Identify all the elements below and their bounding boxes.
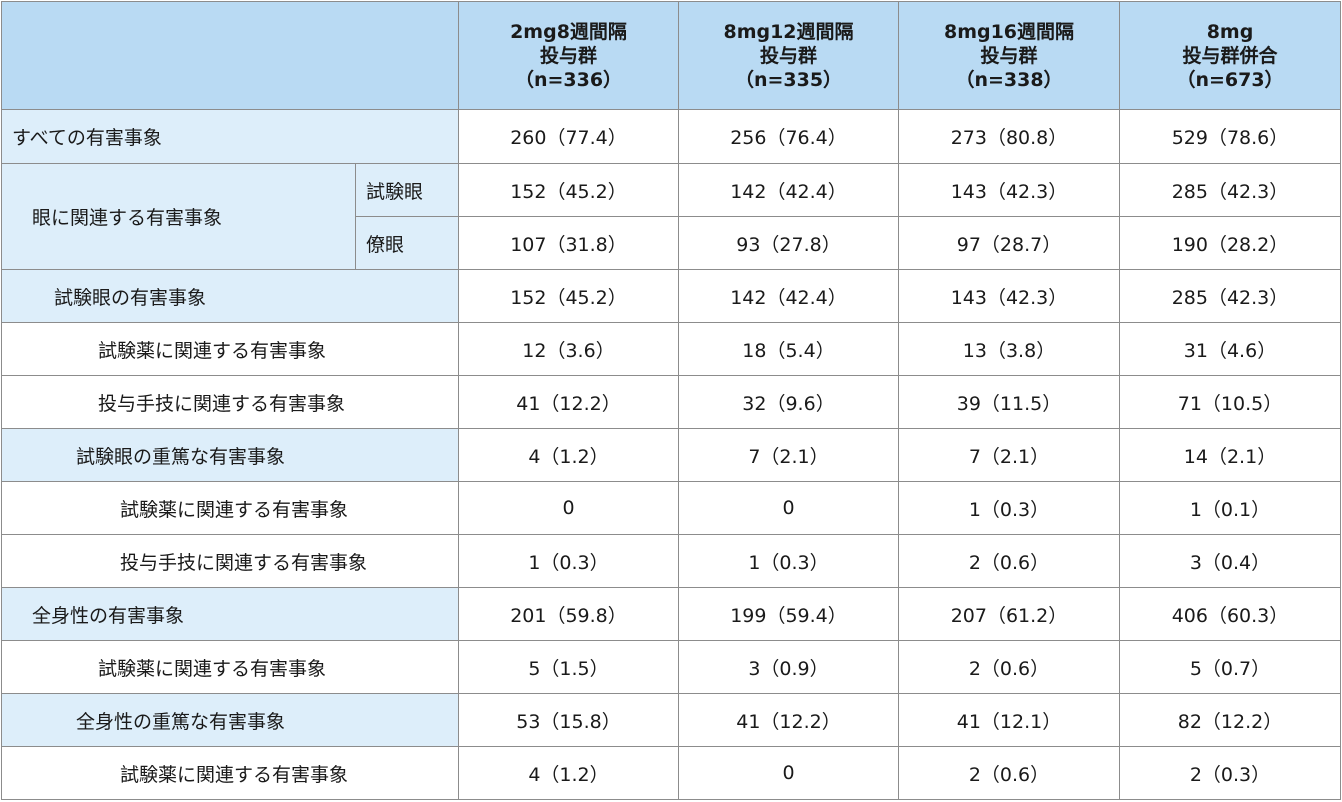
value-cell: 406（60.3） <box>1119 587 1341 641</box>
value-cell: 13（3.8） <box>898 322 1120 376</box>
value-cell: 82（12.2） <box>1119 693 1341 747</box>
header-line: （n=338） <box>955 68 1063 91</box>
value-cell: 41（12.2） <box>458 375 679 429</box>
table-row: 僚眼 107（31.8） 93（27.8） 97（28.7） 190（28.2） <box>2 216 1341 270</box>
row-sublabel: 僚眼 <box>355 216 459 270</box>
table-row: 試験薬に関連する有害事象 0 0 1（0.3） 1（0.1） <box>1 481 1341 535</box>
row-label: 試験薬に関連する有害事象 <box>1 322 459 376</box>
table-row: すべての有害事象 260（77.4） 256（76.4） 273（80.8） 5… <box>1 109 1341 164</box>
value-cell: 3（0.9） <box>678 640 899 694</box>
value-cell: 2（0.6） <box>898 534 1120 588</box>
header-row: 2mg8週間隔 投与群 （n=336） 8mg12週間隔 投与群 （n=335）… <box>1 1 1341 110</box>
table-row: 試験眼の重篤な有害事象 4（1.2） 7（2.1） 7（2.1） 14（2.1） <box>1 428 1341 482</box>
table-row: 試験薬に関連する有害事象 5（1.5） 3（0.9） 2（0.6） 5（0.7） <box>1 640 1341 694</box>
row-label: すべての有害事象 <box>1 109 459 164</box>
value-cell: 39（11.5） <box>898 375 1120 429</box>
row-label: 試験薬に関連する有害事象 <box>1 481 459 535</box>
header-line: 8mg16週間隔 <box>943 20 1075 43</box>
value-cell: 97（28.7） <box>898 216 1120 270</box>
value-cell: 273（80.8） <box>898 109 1120 164</box>
header-line: （n=336） <box>514 68 623 91</box>
value-cell: 142（42.4） <box>678 163 899 217</box>
value-cell: 190（28.2） <box>1119 216 1341 270</box>
header-blank-cell <box>1 1 459 110</box>
value-cell: 53（15.8） <box>458 693 679 747</box>
header-line: 8mg12週間隔 <box>723 20 854 43</box>
row-label: 試験眼の重篤な有害事象 <box>1 428 459 482</box>
value-cell: 201（59.8） <box>458 587 679 641</box>
value-cell: 12（3.6） <box>458 322 679 376</box>
value-cell: 1（0.3） <box>678 534 899 588</box>
value-cell: 31（4.6） <box>1119 322 1341 376</box>
header-8mg-12week: 8mg12週間隔 投与群 （n=335） <box>678 1 899 110</box>
value-cell: 7（2.1） <box>898 428 1120 482</box>
header-8mg-pooled: 8mg 投与群併合 （n=673） <box>1119 1 1341 110</box>
value-cell: 285（42.3） <box>1119 269 1341 323</box>
header-line: 2mg8週間隔 <box>510 20 627 43</box>
header-line: 投与群 <box>759 44 817 67</box>
table-row: 試験眼の有害事象 152（45.2） 142（42.4） 143（42.3） 2… <box>1 269 1341 323</box>
value-cell: 5（1.5） <box>458 640 679 694</box>
value-cell: 107（31.8） <box>458 216 679 270</box>
value-cell: 0 <box>458 481 679 535</box>
value-cell: 18（5.4） <box>678 322 899 376</box>
row-label: 試験薬に関連する有害事象 <box>1 746 459 800</box>
value-cell: 143（42.3） <box>898 269 1120 323</box>
value-cell: 285（42.3） <box>1119 163 1341 217</box>
value-cell: 2（0.6） <box>898 746 1120 800</box>
row-label: 全身性の重篤な有害事象 <box>1 693 459 747</box>
header-line: 投与群併合 <box>1182 44 1278 67</box>
row-sublabel: 試験眼 <box>355 163 459 217</box>
value-cell: 0 <box>678 481 899 535</box>
row-label: 試験眼の有害事象 <box>1 269 459 323</box>
value-cell: 199（59.4） <box>678 587 899 641</box>
header-8mg-16week: 8mg16週間隔 投与群 （n=338） <box>898 1 1120 110</box>
value-cell: 41（12.1） <box>898 693 1120 747</box>
value-cell: 4（1.2） <box>458 428 679 482</box>
value-cell: 1（0.3） <box>458 534 679 588</box>
value-cell: 4（1.2） <box>458 746 679 800</box>
table-row: 投与手技に関連する有害事象 41（12.2） 32（9.6） 39（11.5） … <box>1 375 1341 429</box>
table-row: 眼に関連する有害事象 試験眼 152（45.2） 142（42.4） 143（4… <box>1 163 1341 270</box>
table-row: 全身性の重篤な有害事象 53（15.8） 41（12.2） 41（12.1） 8… <box>1 693 1341 747</box>
value-cell: 142（42.4） <box>678 269 899 323</box>
value-cell: 5（0.7） <box>1119 640 1341 694</box>
header-line: （n=673） <box>1176 68 1284 91</box>
header-line: 8mg <box>1206 20 1254 43</box>
value-cell: 1（0.1） <box>1119 481 1341 535</box>
row-label: 投与手技に関連する有害事象 <box>1 534 459 588</box>
value-cell: 256（76.4） <box>678 109 899 164</box>
value-cell: 41（12.2） <box>678 693 899 747</box>
header-line: （n=335） <box>734 68 843 91</box>
value-cell: 3（0.4） <box>1119 534 1341 588</box>
value-cell: 152（45.2） <box>458 163 679 217</box>
header-2mg-8week: 2mg8週間隔 投与群 （n=336） <box>458 1 679 110</box>
value-cell: 7（2.1） <box>678 428 899 482</box>
value-cell: 2（0.6） <box>898 640 1120 694</box>
value-cell: 152（45.2） <box>458 269 679 323</box>
row-label: 投与手技に関連する有害事象 <box>1 375 459 429</box>
table-row: 全身性の有害事象 201（59.8） 199（59.4） 207（61.2） 4… <box>1 587 1341 641</box>
value-cell: 143（42.3） <box>898 163 1120 217</box>
value-cell: 529（78.6） <box>1119 109 1341 164</box>
row-label: 試験薬に関連する有害事象 <box>1 640 459 694</box>
header-line: 投与群 <box>980 44 1038 67</box>
value-cell: 93（27.8） <box>678 216 899 270</box>
value-cell: 0 <box>678 746 899 800</box>
header-line: 投与群 <box>539 44 597 67</box>
table-row: 投与手技に関連する有害事象 1（0.3） 1（0.3） 2（0.6） 3（0.4… <box>1 534 1341 588</box>
value-cell: 71（10.5） <box>1119 375 1341 429</box>
value-cell: 32（9.6） <box>678 375 899 429</box>
value-cell: 260（77.4） <box>458 109 679 164</box>
row-label: 全身性の有害事象 <box>1 587 459 641</box>
table-row: 試験薬に関連する有害事象 12（3.6） 18（5.4） 13（3.8） 31（… <box>1 322 1341 376</box>
row-label: 眼に関連する有害事象 <box>1 163 356 270</box>
value-cell: 2（0.3） <box>1119 746 1341 800</box>
value-cell: 207（61.2） <box>898 587 1120 641</box>
value-cell: 14（2.1） <box>1119 428 1341 482</box>
table-row: 試験薬に関連する有害事象 4（1.2） 0 2（0.6） 2（0.3） <box>1 746 1341 800</box>
value-cell: 1（0.3） <box>898 481 1120 535</box>
